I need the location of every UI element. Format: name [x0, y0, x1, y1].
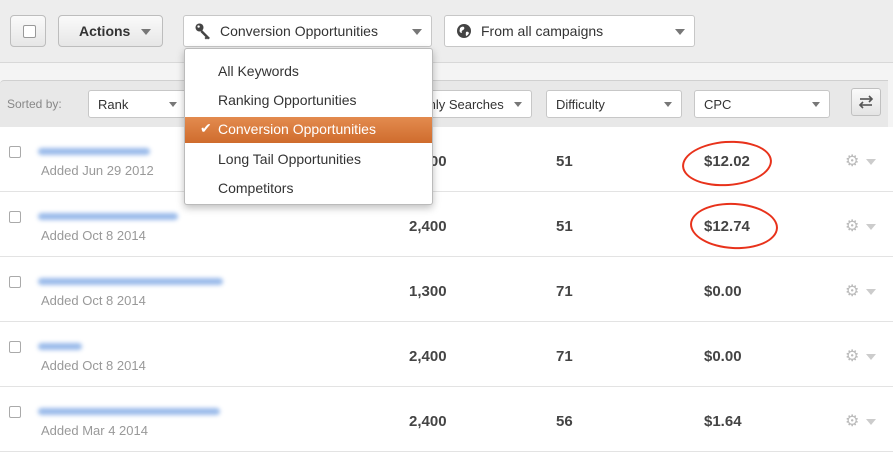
cpc-value: $12.02 — [704, 153, 750, 170]
keyword-link-redacted[interactable] — [38, 408, 220, 415]
menu-item-label: Long Tail Opportunities — [218, 151, 361, 167]
table-row: Added Oct 8 2014 2,400 51 $12.74 ⚙ — [0, 192, 893, 257]
menu-item-label: Competitors — [218, 180, 294, 196]
keyword-link-redacted[interactable] — [38, 343, 82, 350]
toolbar: Actions Conversion Opportunities From al… — [0, 0, 893, 63]
actions-label: Actions — [79, 23, 131, 39]
globe-icon — [457, 24, 471, 38]
chevron-down-icon — [514, 102, 522, 107]
gear-icon[interactable]: ⚙ — [845, 153, 860, 170]
cpc-value: $0.00 — [704, 283, 742, 300]
chevron-down-icon — [169, 102, 177, 107]
chevron-down-icon[interactable] — [866, 419, 876, 425]
campaign-label: From all campaigns — [481, 23, 604, 39]
cpc-value: $0.00 — [704, 348, 742, 365]
chevron-down-icon[interactable] — [866, 289, 876, 295]
chevron-down-icon[interactable] — [866, 354, 876, 360]
added-date: Added Oct 8 2014 — [41, 228, 146, 243]
chevron-down-icon — [664, 102, 672, 107]
added-date: Added Mar 4 2014 — [41, 423, 148, 438]
difficulty-value: 56 — [556, 413, 573, 430]
menu-item-label: Ranking Opportunities — [218, 92, 357, 108]
menu-item-competitors[interactable]: Competitors — [185, 176, 432, 202]
added-date: Added Jun 29 2012 — [41, 163, 154, 178]
monthly-searches-value: 2,400 — [409, 413, 447, 430]
checkmark-icon: ✔ — [200, 120, 212, 136]
sort-difficulty-select[interactable]: Difficulty — [546, 90, 682, 118]
swap-icon — [858, 95, 874, 109]
difficulty-value: 71 — [556, 348, 573, 365]
key-icon — [195, 23, 210, 40]
row-checkbox[interactable] — [9, 146, 21, 158]
sort-difficulty-label: Difficulty — [556, 97, 605, 112]
difficulty-value: 71 — [556, 283, 573, 300]
monthly-searches-value: 1,300 — [409, 283, 447, 300]
keyword-filter-menu: All Keywords Ranking Opportunities ✔ Con… — [184, 48, 433, 205]
select-all-checkbox[interactable] — [23, 25, 36, 38]
chevron-down-icon — [141, 29, 151, 35]
sort-monthly-searches-select[interactable]: thly Searches — [424, 90, 532, 118]
gear-icon[interactable]: ⚙ — [845, 348, 860, 365]
actions-button[interactable]: Actions — [58, 15, 163, 47]
gear-icon[interactable]: ⚙ — [845, 413, 860, 430]
sorted-by-label: Sorted by: — [7, 97, 62, 111]
keyword-filter-label: Conversion Opportunities — [220, 23, 378, 39]
cpc-value: $12.74 — [704, 218, 750, 235]
cpc-value: $1.64 — [704, 413, 742, 430]
keyword-link-redacted[interactable] — [38, 148, 150, 155]
monthly-searches-value: 2,400 — [409, 218, 447, 235]
sort-rank-label: Rank — [98, 97, 129, 112]
menu-item-label: All Keywords — [218, 63, 299, 79]
menu-item-all-keywords[interactable]: All Keywords — [185, 59, 432, 85]
menu-item-label: Conversion Opportunities — [218, 121, 376, 137]
row-checkbox[interactable] — [9, 341, 21, 353]
keyword-filter-dropdown[interactable]: Conversion Opportunities — [183, 15, 432, 47]
sort-cpc-select[interactable]: CPC — [694, 90, 830, 118]
table-row: Added Oct 8 2014 2,400 71 $0.00 ⚙ — [0, 322, 893, 387]
keyword-link-redacted[interactable] — [38, 278, 223, 285]
sort-bar: Sorted by: Rank thly Searches Difficulty… — [0, 80, 888, 128]
row-checkbox[interactable] — [9, 276, 21, 288]
chevron-down-icon — [675, 29, 685, 35]
row-checkbox[interactable] — [9, 406, 21, 418]
table-row: Added Mar 4 2014 2,400 56 $1.64 ⚙ — [0, 387, 893, 452]
row-checkbox[interactable] — [9, 211, 21, 223]
sort-monthly-searches-label: thly Searches — [425, 97, 504, 112]
gear-icon[interactable]: ⚙ — [845, 283, 860, 300]
added-date: Added Oct 8 2014 — [41, 358, 146, 373]
difficulty-value: 51 — [556, 153, 573, 170]
table-row: Added Oct 8 2014 1,300 71 $0.00 ⚙ — [0, 257, 893, 322]
difficulty-value: 51 — [556, 218, 573, 235]
swap-columns-button[interactable] — [851, 88, 881, 116]
chevron-down-icon — [412, 29, 422, 35]
table-row: Added Jun 29 2012 2,400 51 $12.02 ⚙ — [0, 127, 893, 192]
chevron-down-icon — [812, 102, 820, 107]
monthly-searches-value: 2,400 — [409, 348, 447, 365]
sort-rank-select[interactable]: Rank — [88, 90, 188, 118]
gear-icon[interactable]: ⚙ — [845, 218, 860, 235]
select-all-button[interactable] — [10, 15, 46, 47]
menu-item-ranking-opportunities[interactable]: Ranking Opportunities — [185, 88, 432, 114]
chevron-down-icon[interactable] — [866, 224, 876, 230]
sort-cpc-label: CPC — [704, 97, 732, 112]
keyword-link-redacted[interactable] — [38, 213, 178, 220]
menu-item-conversion-opportunities[interactable]: ✔ Conversion Opportunities — [185, 117, 432, 143]
added-date: Added Oct 8 2014 — [41, 293, 146, 308]
menu-item-long-tail-opportunities[interactable]: Long Tail Opportunities — [185, 147, 432, 173]
campaign-dropdown[interactable]: From all campaigns — [444, 15, 695, 47]
chevron-down-icon[interactable] — [866, 159, 876, 165]
